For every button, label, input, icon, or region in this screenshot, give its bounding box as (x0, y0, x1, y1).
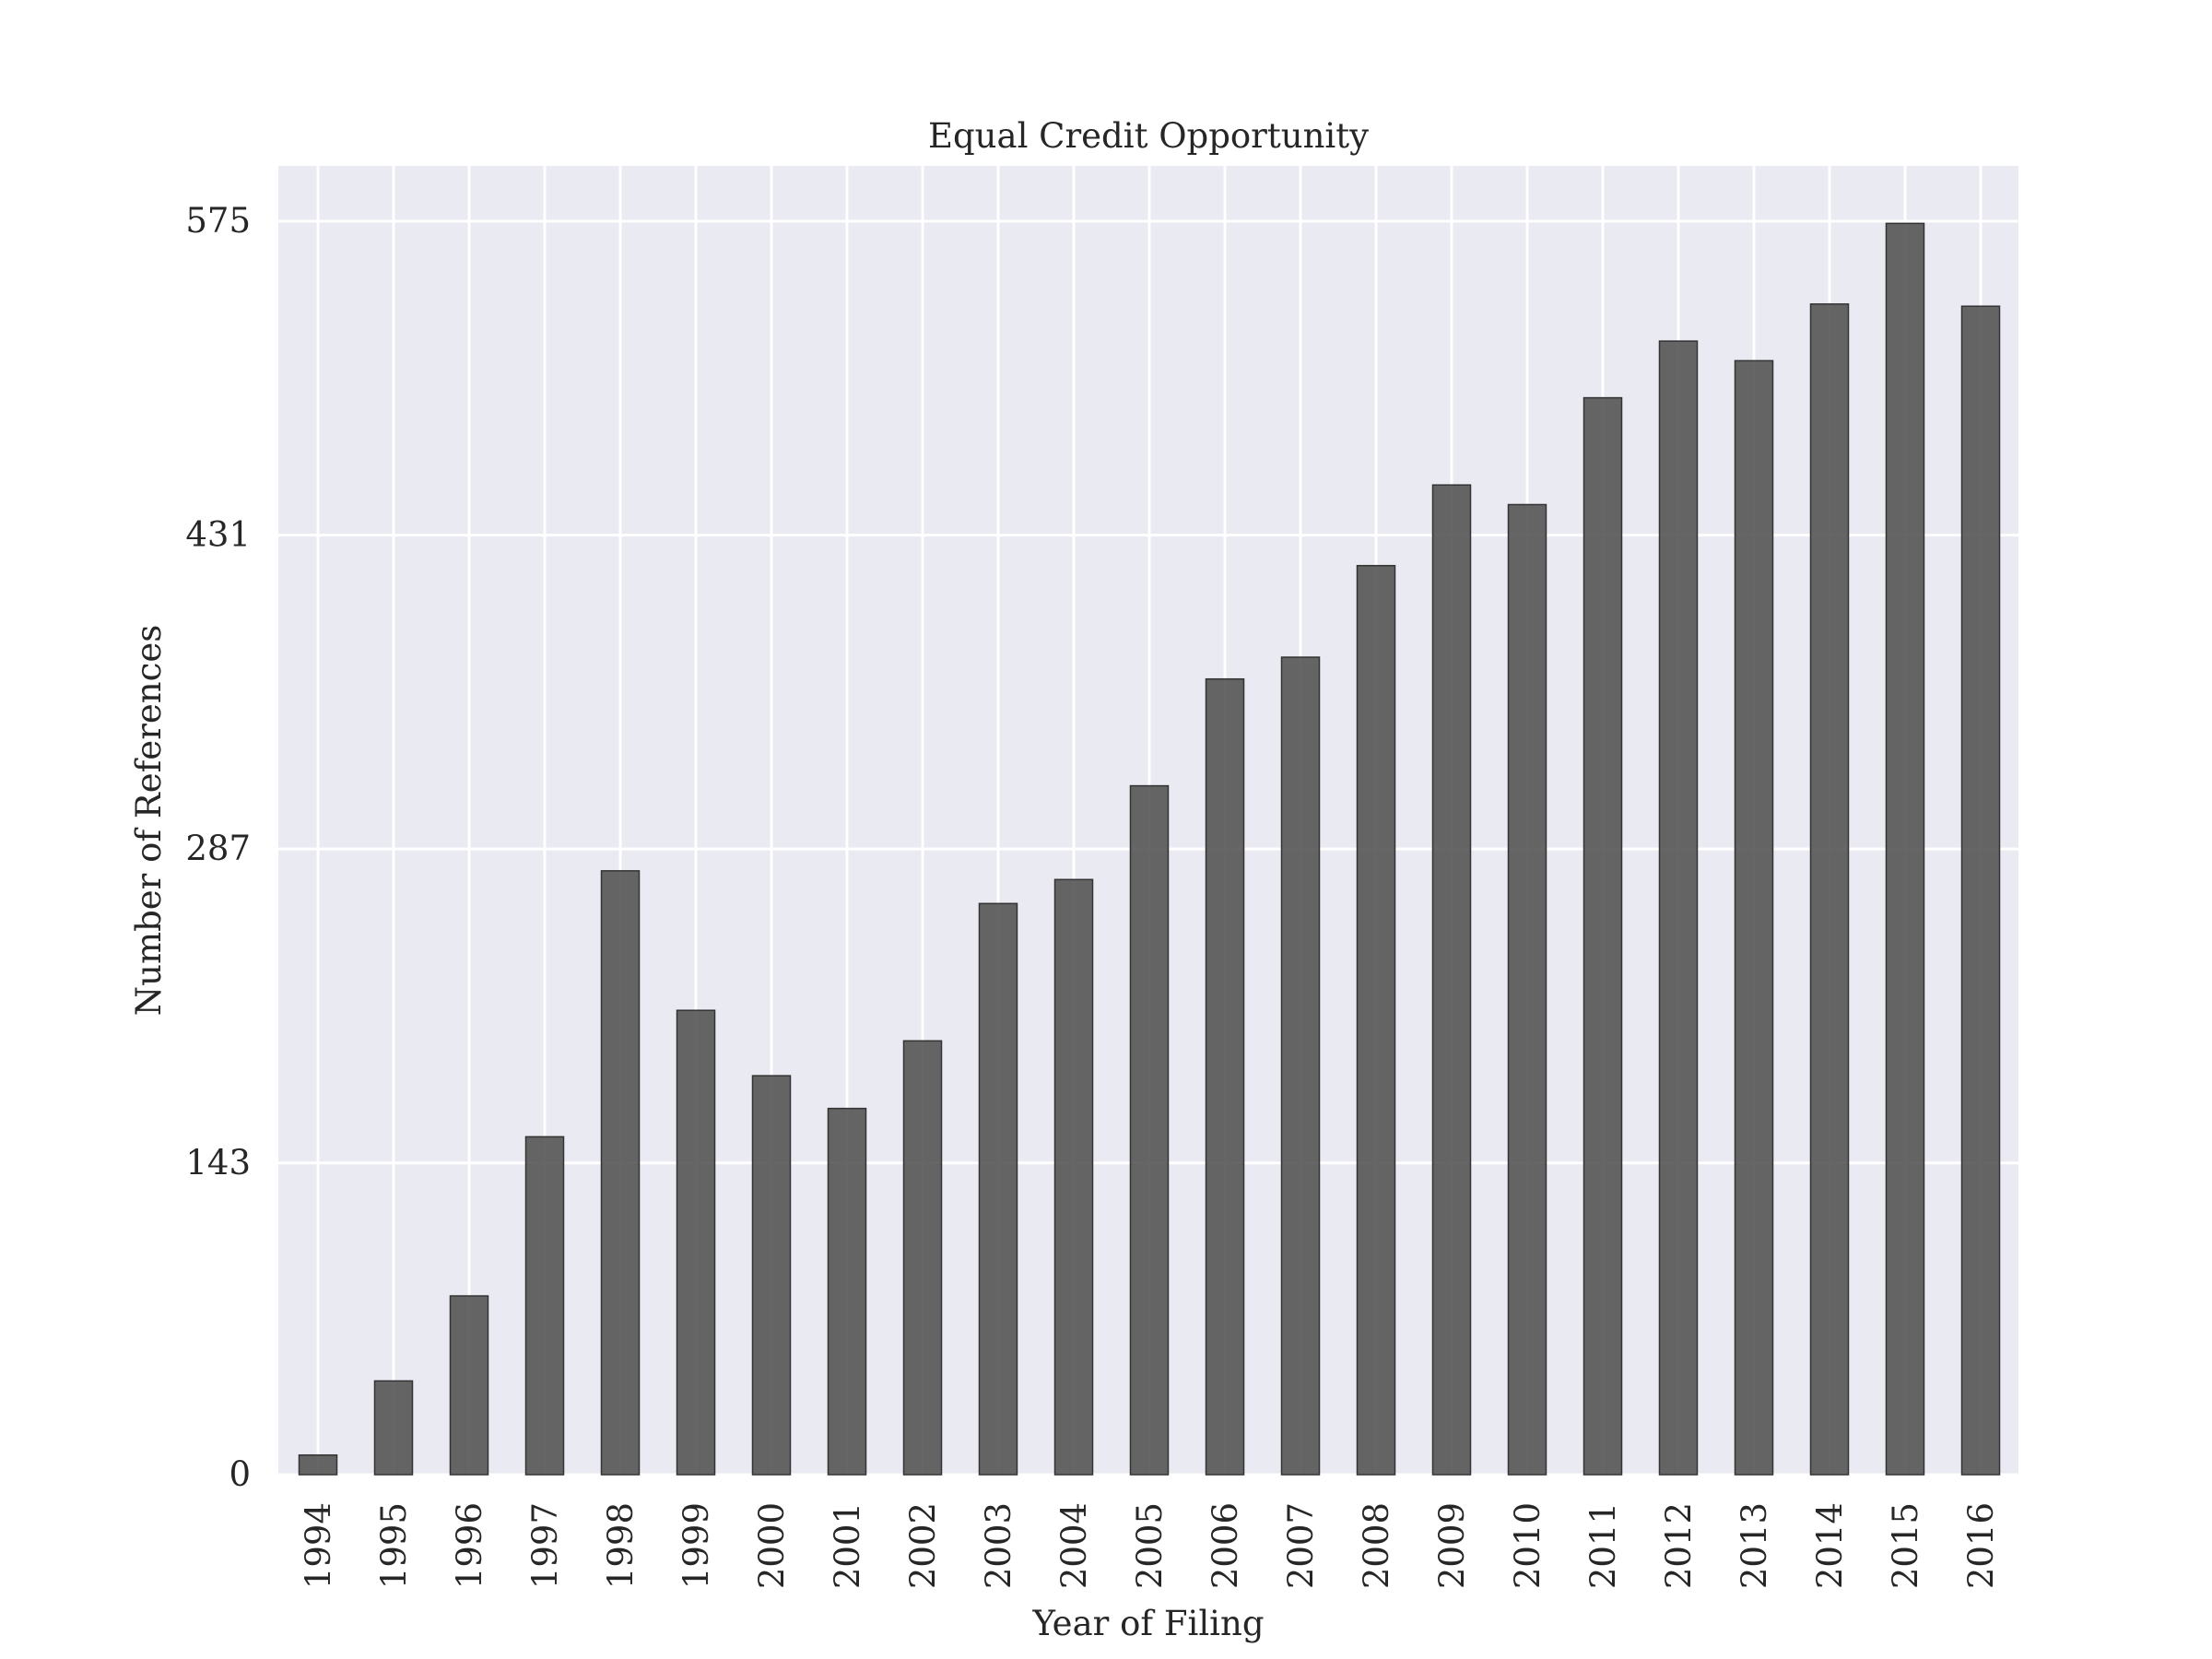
y-tick-label: 0 (229, 1454, 251, 1494)
x-tick-label: 2007 (1281, 1502, 1321, 1589)
x-tick-label: 1998 (601, 1502, 641, 1589)
y-tick-label: 287 (185, 829, 251, 868)
x-tick-label: 2010 (1508, 1502, 1547, 1589)
y-tick-label: 575 (185, 201, 251, 241)
x-tick-label: 2015 (1886, 1502, 1925, 1589)
x-tick-label: 2003 (979, 1502, 1018, 1589)
x-tick-label: 2016 (1961, 1502, 2001, 1589)
bar-2003 (978, 902, 1018, 1476)
y-axis-label: Number of References (129, 625, 169, 1016)
x-tick-label: 2005 (1130, 1502, 1170, 1589)
x-tick-labels: 1994 1995 1996 1997 1998 1999 2000 2001 2002 2003… (299, 1502, 2001, 1589)
chart-title: Equal Credit Opportunity (928, 116, 1369, 156)
bar-2014 (1809, 303, 1850, 1476)
bar-1995 (373, 1380, 414, 1476)
bar-2009 (1431, 484, 1472, 1476)
bar-2011 (1583, 396, 1623, 1476)
bar-2002 (902, 1040, 943, 1476)
bar-1997 (524, 1135, 565, 1476)
x-tick-label: 2001 (828, 1502, 867, 1589)
x-tick-label: 1996 (450, 1502, 489, 1589)
x-tick-label: 2004 (1054, 1502, 1094, 1589)
y-tick-label: 143 (185, 1143, 251, 1182)
bar-2008 (1356, 564, 1396, 1476)
bar-2004 (1053, 878, 1094, 1476)
bar-2013 (1734, 359, 1774, 1476)
x-axis-label: Year of Filing (1031, 1604, 1264, 1643)
bar-2012 (1658, 340, 1699, 1476)
bar-2001 (827, 1107, 867, 1476)
x-tick-label: 2013 (1735, 1502, 1774, 1589)
x-tick-label: 1994 (299, 1502, 338, 1589)
bar-2000 (751, 1075, 792, 1476)
bar-1994 (298, 1453, 338, 1476)
bar-2006 (1205, 677, 1245, 1476)
bars (298, 222, 2001, 1476)
bar-2007 (1280, 656, 1321, 1476)
x-tick-label: 2002 (903, 1502, 943, 1589)
x-tick-label: 2008 (1357, 1502, 1396, 1589)
x-tick-label: 1997 (525, 1502, 565, 1589)
bar-1998 (600, 870, 641, 1476)
x-tick-label: 2014 (1810, 1502, 1850, 1589)
x-tick-label: 1995 (374, 1502, 414, 1589)
bar-2015 (1885, 222, 1925, 1476)
bar-2016 (1960, 305, 2001, 1476)
bar-1999 (676, 1009, 716, 1476)
x-tick-label: 2011 (1583, 1502, 1623, 1589)
bar-2005 (1129, 784, 1170, 1476)
y-tick-label: 431 (185, 515, 251, 555)
bar-2010 (1507, 503, 1547, 1476)
x-tick-label: 1999 (677, 1502, 716, 1589)
x-tick-label: 2009 (1432, 1502, 1472, 1589)
y-tick-labels: 0 143 287 431 575 (185, 201, 251, 1494)
x-tick-label: 2006 (1206, 1502, 1245, 1589)
x-tick-label: 2012 (1659, 1502, 1699, 1589)
bar-1996 (449, 1295, 489, 1476)
x-tick-label: 2000 (752, 1502, 792, 1589)
